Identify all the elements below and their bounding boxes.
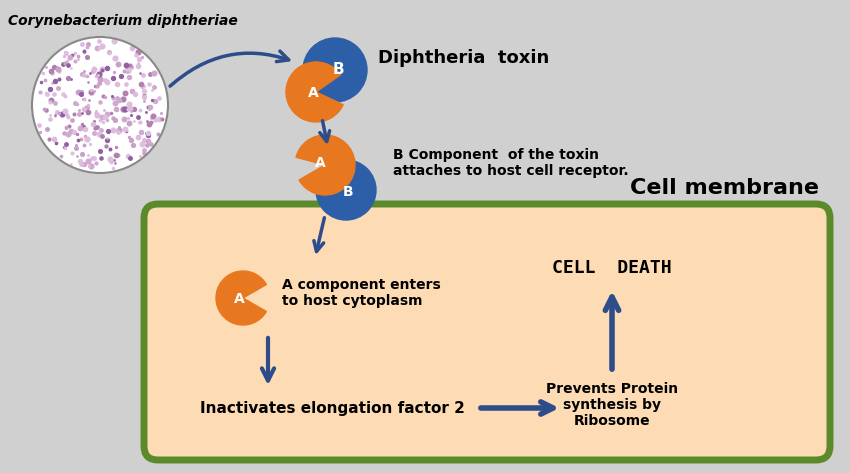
Text: Inactivates elongation factor 2: Inactivates elongation factor 2 — [200, 401, 465, 415]
Text: B Component  of the toxin
attaches to host cell receptor.: B Component of the toxin attaches to hos… — [393, 148, 629, 178]
Text: A: A — [234, 292, 244, 306]
FancyBboxPatch shape — [144, 204, 830, 460]
Text: Corynebacterium diphtheriae: Corynebacterium diphtheriae — [8, 14, 238, 28]
Text: Diphtheria  toxin: Diphtheria toxin — [378, 49, 549, 67]
Wedge shape — [296, 135, 355, 195]
Text: Cell membrane: Cell membrane — [631, 178, 819, 198]
Wedge shape — [286, 62, 343, 122]
Text: B: B — [332, 62, 343, 78]
Text: A: A — [314, 156, 326, 170]
Circle shape — [316, 160, 376, 220]
Text: A component enters
to host cytoplasm: A component enters to host cytoplasm — [282, 278, 441, 308]
Text: CELL  DEATH: CELL DEATH — [552, 259, 672, 277]
FancyArrowPatch shape — [170, 51, 289, 86]
Text: B: B — [343, 185, 354, 199]
Text: Prevents Protein
synthesis by
Ribosome: Prevents Protein synthesis by Ribosome — [546, 382, 678, 428]
Wedge shape — [216, 271, 266, 325]
Text: A: A — [308, 86, 319, 100]
Circle shape — [303, 38, 367, 102]
Circle shape — [32, 37, 168, 173]
